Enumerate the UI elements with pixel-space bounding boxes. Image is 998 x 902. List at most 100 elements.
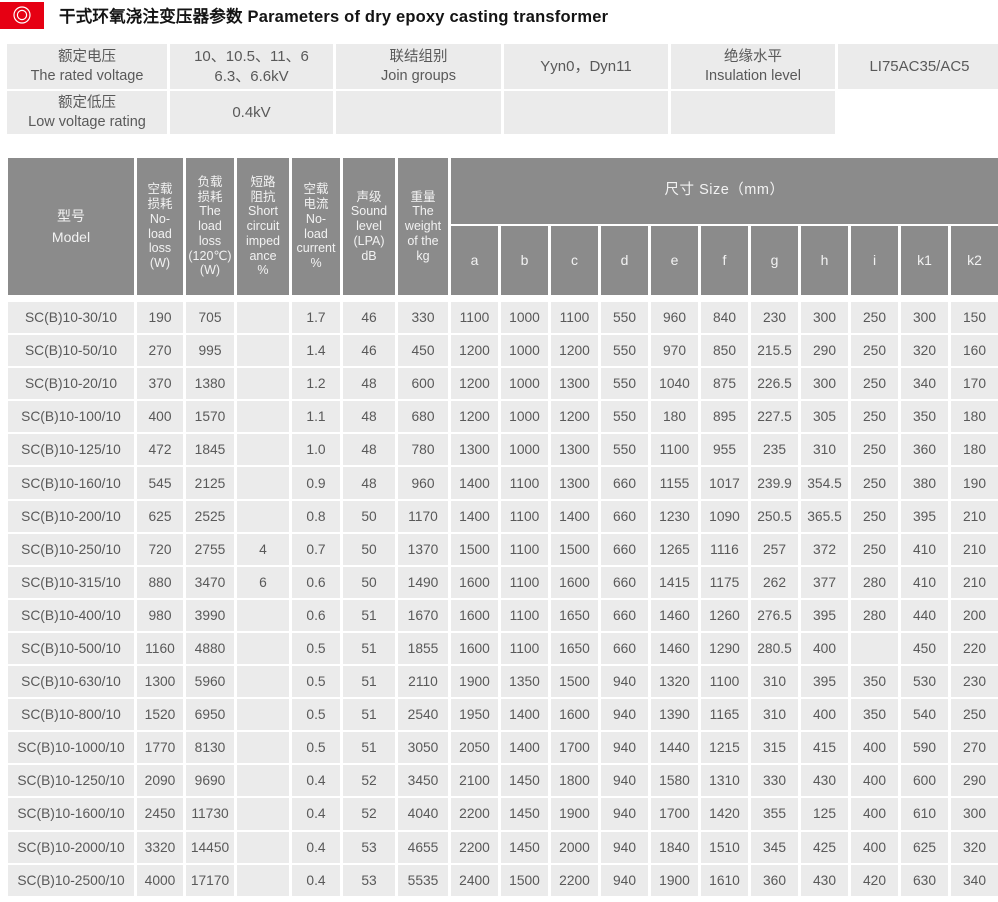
model-cell: SC(B)10-125/10 (8, 434, 134, 466)
value-cell: 940 (601, 699, 648, 731)
value-cell: 300 (801, 368, 848, 400)
value-cell: 350 (851, 666, 898, 698)
value-cell: 250 (851, 500, 898, 532)
value-cell: 1.4 (292, 335, 340, 367)
value-cell: 450 (901, 632, 948, 665)
value-cell (237, 666, 289, 698)
value-cell: 2450 (137, 798, 183, 830)
value-cell (237, 401, 289, 433)
value-cell: 0.5 (292, 699, 340, 731)
value-cell: 0.4 (292, 831, 340, 863)
value-cell: 365.5 (801, 500, 848, 532)
value-cell (237, 467, 289, 499)
value-cell: 660 (601, 632, 648, 665)
model-cell: SC(B)10-50/10 (8, 335, 134, 367)
value-cell: 1400 (451, 467, 498, 499)
value-cell: 270 (951, 732, 998, 764)
value-cell: 5535 (398, 864, 448, 896)
model-cell: SC(B)10-160/10 (8, 467, 134, 499)
value-cell: 1600 (451, 599, 498, 631)
empty-cell (671, 91, 835, 134)
value-cell: 1855 (398, 632, 448, 665)
value-cell: 880 (137, 566, 183, 598)
value-cell: 1215 (701, 732, 748, 764)
value-cell: 1.7 (292, 302, 340, 334)
value-cell: 1500 (501, 864, 548, 896)
value-cell: 2000 (551, 831, 598, 863)
value-cell: 1300 (551, 368, 598, 400)
value-cell: 372 (801, 533, 848, 565)
value-cell: 960 (398, 467, 448, 499)
value-cell: 1200 (451, 368, 498, 400)
value-cell: 400 (851, 831, 898, 863)
value-cell: 1600 (451, 632, 498, 665)
value-cell: 875 (701, 368, 748, 400)
value-cell: 1650 (551, 599, 598, 631)
value-cell: 3470 (186, 566, 234, 598)
value-cell: 1415 (651, 566, 698, 598)
value-cell: 540 (901, 699, 948, 731)
value-cell: 780 (398, 434, 448, 466)
value-cell: 1090 (701, 500, 748, 532)
col-header-model: 型号 Model (8, 158, 134, 295)
value-cell: 610 (901, 798, 948, 830)
value-cell: 1500 (451, 533, 498, 565)
value-cell: 250 (851, 434, 898, 466)
value-cell: 1845 (186, 434, 234, 466)
value-cell: 1170 (398, 500, 448, 532)
col-header-no-load-current: 空载 电流 No- load current % (292, 158, 340, 295)
value-cell: 0.5 (292, 666, 340, 698)
col-header-sound-level: 声级 Sound level (LPA) dB (343, 158, 395, 295)
value-cell: 2050 (451, 732, 498, 764)
size-subcol-header: e (651, 226, 698, 295)
value-cell (237, 335, 289, 367)
value-cell: 310 (751, 699, 798, 731)
value-cell: 940 (601, 864, 648, 896)
value-cell: 1400 (551, 500, 598, 532)
value-cell: 51 (343, 699, 395, 731)
value-cell: 6 (237, 566, 289, 598)
value-cell: 360 (901, 434, 948, 466)
value-cell: 0.6 (292, 599, 340, 631)
value-cell: 355 (751, 798, 798, 830)
value-cell: 300 (901, 302, 948, 334)
value-cell: 1460 (651, 632, 698, 665)
value-cell (237, 599, 289, 631)
value-cell: 350 (901, 401, 948, 433)
value-cell: 310 (751, 666, 798, 698)
size-subcol-header: h (801, 226, 848, 295)
low-voltage-label: 额定低压 Low voltage rating (7, 91, 167, 134)
size-subcol-header: b (501, 226, 548, 295)
value-cell: 354.5 (801, 467, 848, 499)
value-cell: 955 (701, 434, 748, 466)
value-cell: 425 (801, 831, 848, 863)
value-cell: 1400 (451, 500, 498, 532)
value-cell: 3050 (398, 732, 448, 764)
value-cell (237, 765, 289, 797)
value-cell: 1320 (651, 666, 698, 698)
value-cell: 1420 (701, 798, 748, 830)
value-cell: 1100 (501, 467, 548, 499)
value-cell: 4000 (137, 864, 183, 896)
value-cell: 2200 (551, 864, 598, 896)
value-cell: 250 (951, 699, 998, 731)
value-cell: 2200 (451, 831, 498, 863)
value-cell: 1200 (551, 335, 598, 367)
value-cell: 415 (801, 732, 848, 764)
value-cell: 1290 (701, 632, 748, 665)
value-cell: 370 (137, 368, 183, 400)
value-cell: 4 (237, 533, 289, 565)
value-cell: 395 (901, 500, 948, 532)
value-cell: 1265 (651, 533, 698, 565)
value-cell: 1165 (701, 699, 748, 731)
value-cell: 2525 (186, 500, 234, 532)
value-cell: 250 (851, 302, 898, 334)
value-cell: 660 (601, 467, 648, 499)
low-voltage-value: 0.4kV (170, 91, 333, 134)
value-cell: 190 (137, 302, 183, 334)
value-cell: 380 (901, 467, 948, 499)
value-cell: 395 (801, 599, 848, 631)
value-cell: 590 (901, 732, 948, 764)
value-cell: 48 (343, 434, 395, 466)
